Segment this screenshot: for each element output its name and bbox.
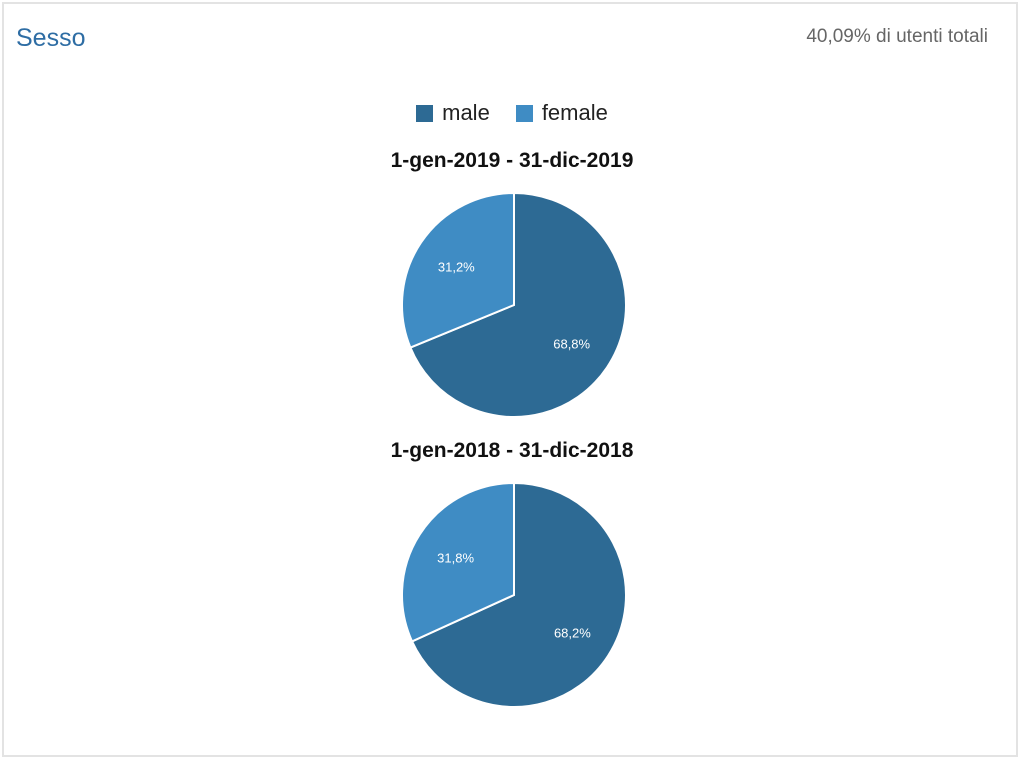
legend-item-female[interactable]: female <box>515 100 608 126</box>
pie-chart-2019: 68,8% 31,2% <box>401 191 627 418</box>
chart-legend: male female <box>4 100 1020 126</box>
panel-title: Sesso <box>16 24 86 52</box>
legend-label-male: male <box>442 100 490 125</box>
panel-subtitle: 40,09% di utenti totali <box>806 26 988 47</box>
legend-swatch-male <box>416 104 434 122</box>
legend-swatch-female <box>515 104 533 122</box>
pie-slice-female[interactable] <box>401 481 515 643</box>
chart-title-2019: 1-gen-2019 - 31-dic-2019 <box>390 149 634 172</box>
slice-label-male: 68,8% <box>553 337 590 352</box>
slice-label-male: 68,2% <box>554 626 591 641</box>
legend-item-male[interactable]: male <box>416 100 490 126</box>
legend-label-female: female <box>541 100 608 125</box>
pie-slice-female[interactable] <box>401 191 515 349</box>
pie-slice-male[interactable] <box>410 481 627 708</box>
slice-label-female: 31,8% <box>437 550 474 565</box>
pie-chart-2018: 68,2% 31,8% <box>401 481 627 708</box>
pie-slice-male[interactable] <box>409 191 627 418</box>
slice-label-female: 31,2% <box>438 259 475 274</box>
chart-title-2018: 1-gen-2018 - 31-dic-2018 <box>390 439 634 462</box>
